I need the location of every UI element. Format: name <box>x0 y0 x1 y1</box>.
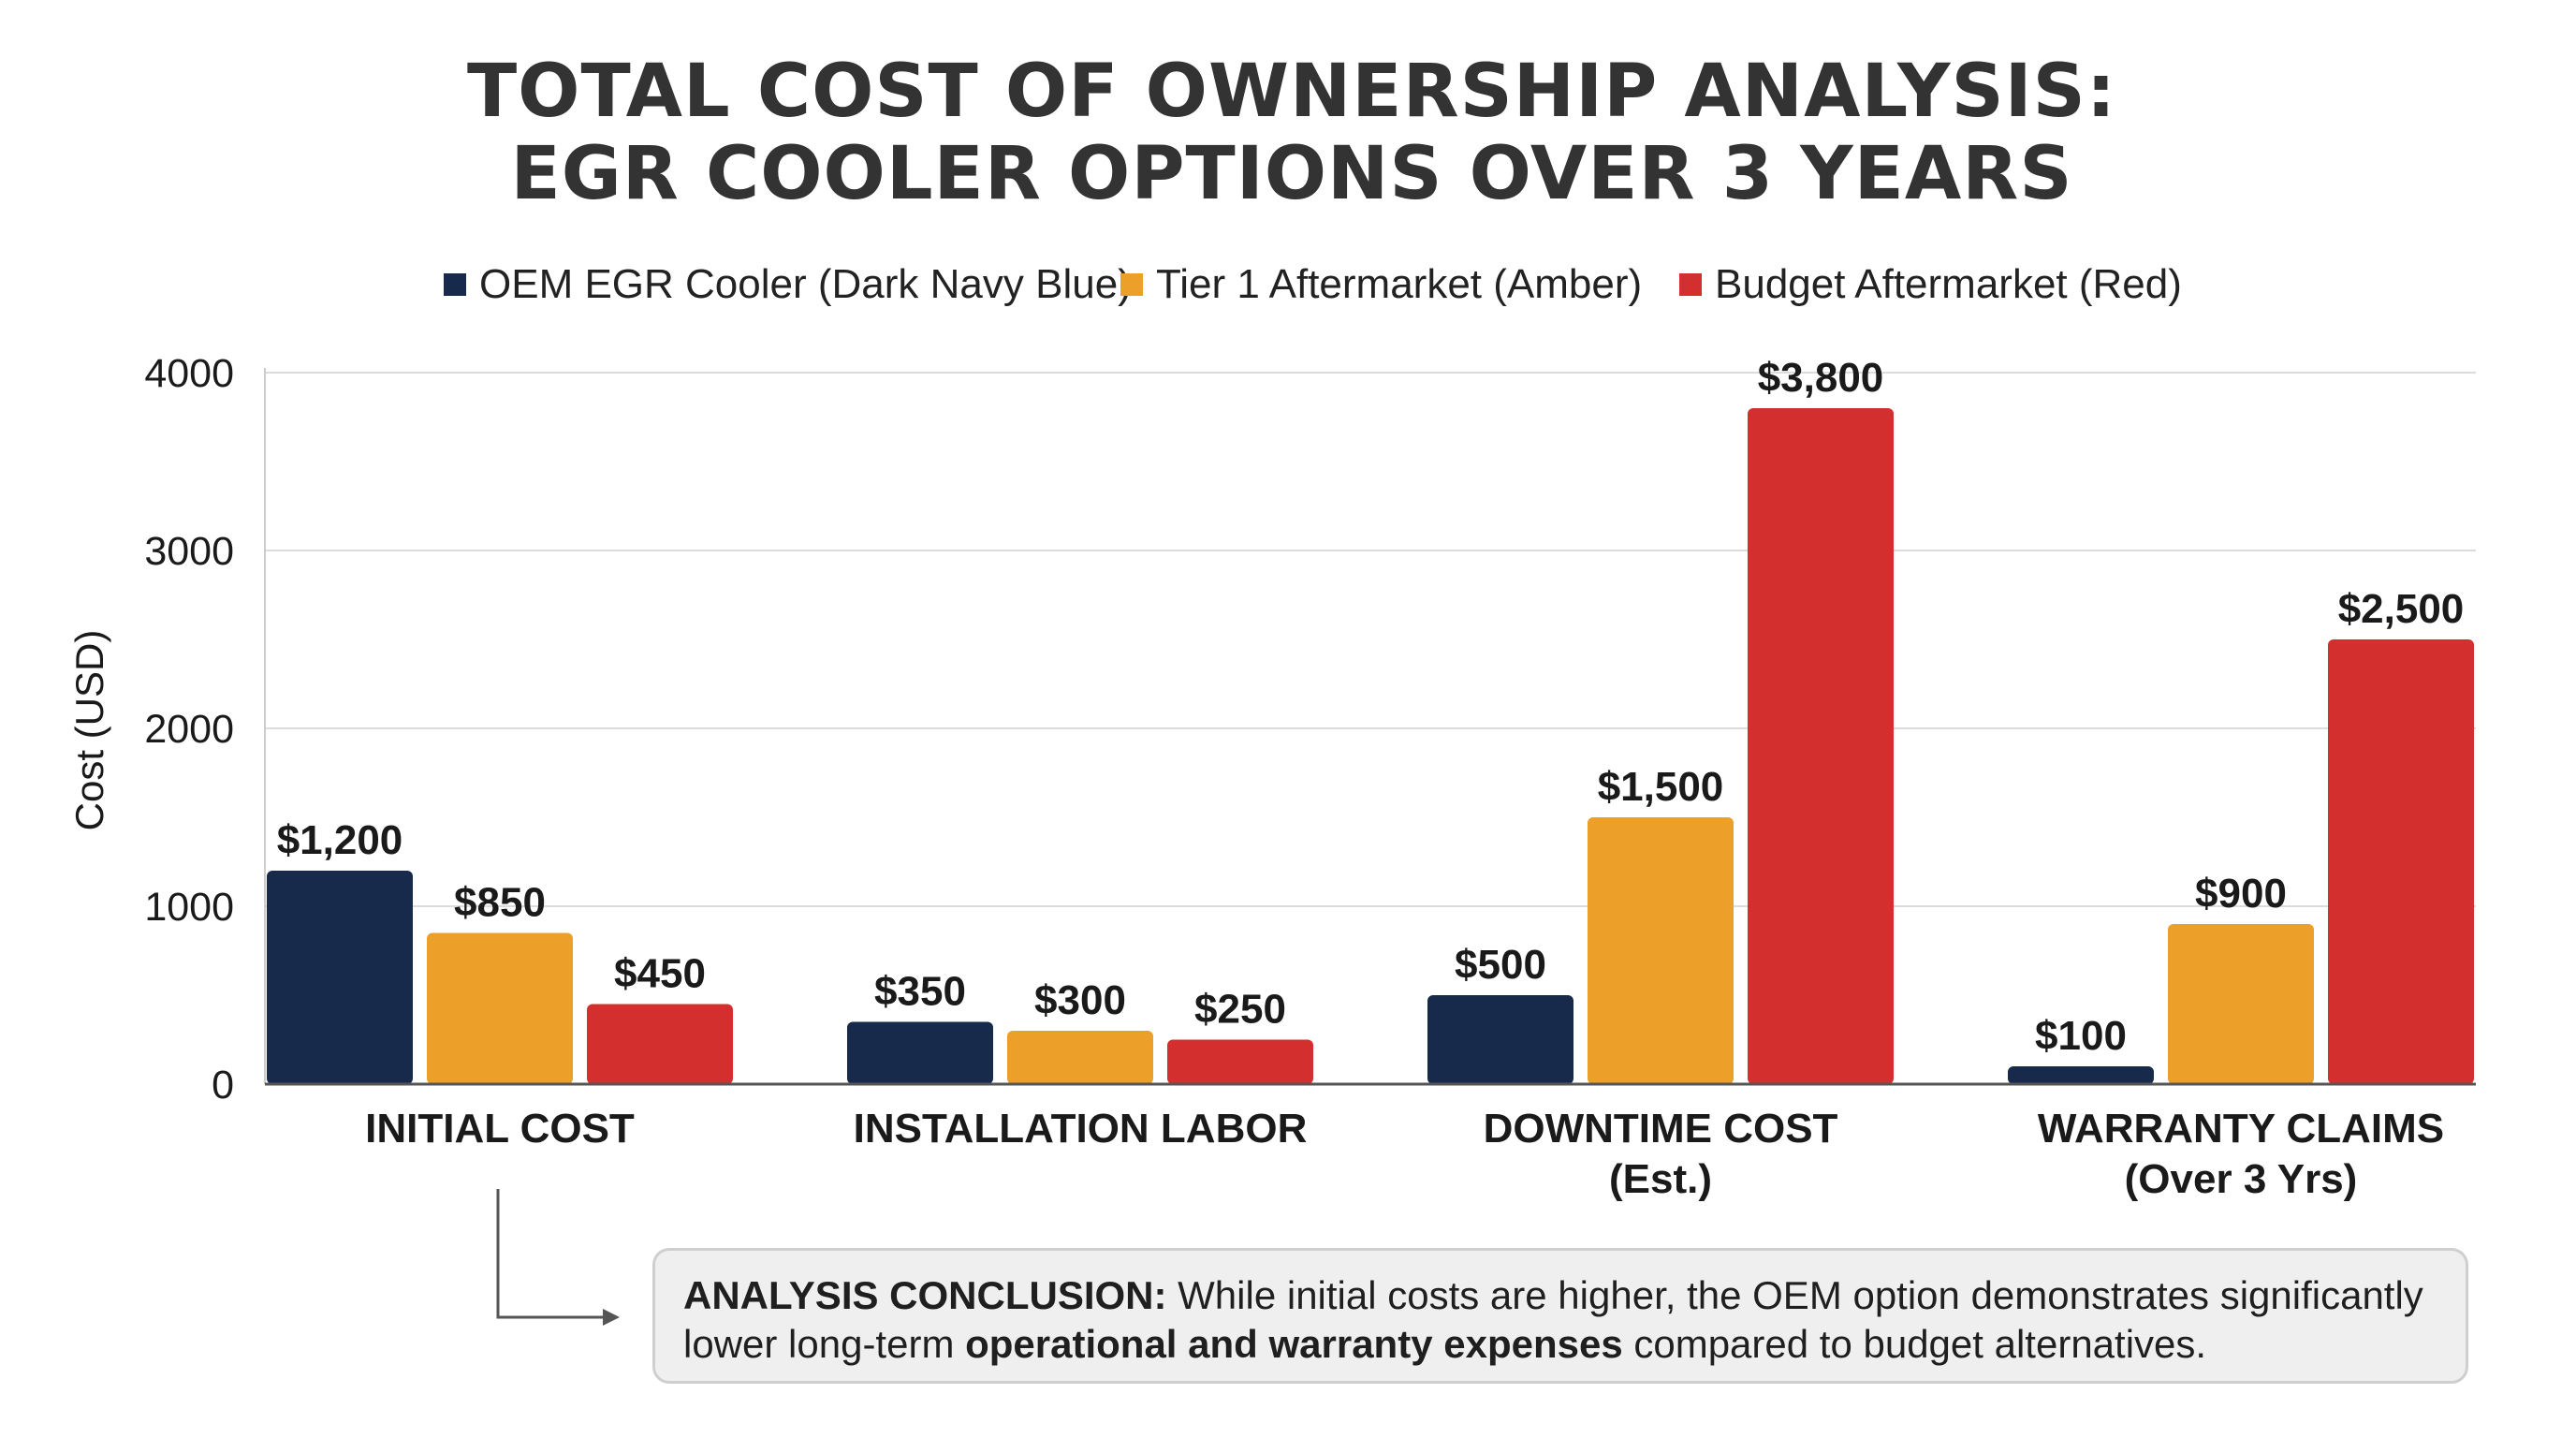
bar <box>2008 1066 2154 1084</box>
bar-value-labels: $1,200 $850 $450 $350 $300 $250 $500 $1,500 $3,8… <box>277 355 2465 1059</box>
bar <box>1007 1031 1153 1084</box>
conclusion-arrow-head <box>603 1309 620 1326</box>
legend: OEM EGR Cooler (Dark Navy Blue) Tier 1 Af… <box>444 261 2182 307</box>
legend-label: OEM EGR Cooler (Dark Navy Blue) <box>479 261 1132 307</box>
bar <box>1427 995 1573 1084</box>
bar <box>267 871 413 1084</box>
conclusion-arrow <box>496 1189 608 1319</box>
bar-value-label: $500 <box>1455 942 1546 988</box>
category-label: INSTALLATION LABOR <box>854 1106 1308 1152</box>
category-label: DOWNTIME COST <box>1484 1106 1838 1152</box>
bar-value-label: $2,500 <box>2338 586 2465 632</box>
bar-value-label: $300 <box>1034 977 1126 1023</box>
bar-value-label: $1,200 <box>277 817 403 863</box>
bar <box>2328 639 2474 1084</box>
bar-value-label: $900 <box>2195 871 2287 917</box>
category-label: WARRANTY CLAIMS <box>2038 1106 2444 1152</box>
conclusion-lead: ANALYSIS CONCLUSION: <box>683 1273 1167 1317</box>
bars <box>267 408 2474 1084</box>
conclusion-emphasis: operational and warranty expenses <box>965 1322 1623 1366</box>
bar <box>2168 924 2314 1084</box>
bar <box>847 1021 993 1084</box>
bar <box>1588 817 1734 1084</box>
bar <box>427 932 573 1084</box>
bar-value-label: $100 <box>2035 1013 2127 1059</box>
category-label: (Over 3 Yrs) <box>2125 1156 2358 1202</box>
category-labels: INITIAL COST INSTALLATION LABOR DOWNTIME C… <box>365 1106 2444 1202</box>
legend-swatch <box>1120 273 1143 296</box>
legend-swatch <box>1679 273 1702 296</box>
bar <box>1167 1039 1313 1084</box>
y-tick-label: 3000 <box>144 529 234 574</box>
bar-value-label: $250 <box>1194 987 1286 1033</box>
bar <box>1748 408 1894 1084</box>
bar-value-label: $1,500 <box>1598 764 1724 810</box>
bar-value-label: $450 <box>614 951 706 997</box>
bar-value-label: $350 <box>874 969 966 1015</box>
y-tick-label: 4000 <box>144 351 234 396</box>
y-axis-title: Cost (USD) <box>67 630 111 831</box>
category-label: (Est.) <box>1609 1156 1712 1202</box>
gridlines <box>264 368 2476 1084</box>
y-tick-label: 1000 <box>144 885 234 930</box>
chart-title-line-2: EGR COOLER OPTIONS OVER 3 YEARS <box>510 132 2072 216</box>
conclusion-text-part-1: While initial costs are higher, the OEM … <box>683 1273 2423 1366</box>
chart-title-line-1: TOTAL COST OF OWNERSHIP ANALYSIS: <box>467 50 2116 134</box>
bar-value-label: $3,800 <box>1758 355 1884 401</box>
y-tick-label: 0 <box>212 1063 234 1108</box>
analysis-conclusion-box: ANALYSIS CONCLUSION: While initial costs… <box>652 1248 2468 1384</box>
category-label: INITIAL COST <box>365 1106 635 1152</box>
legend-swatch <box>444 273 466 296</box>
legend-label: Budget Aftermarket (Red) <box>1715 261 2182 307</box>
conclusion-text-part-2: compared to budget alternatives. <box>1622 1322 2207 1366</box>
bar <box>587 1004 733 1084</box>
legend-label: Tier 1 Aftermarket (Amber) <box>1156 261 1642 307</box>
y-tick-label: 2000 <box>144 707 234 752</box>
bar-value-label: $850 <box>454 880 546 926</box>
y-axis-ticks: 0 1000 2000 3000 4000 <box>144 351 234 1108</box>
